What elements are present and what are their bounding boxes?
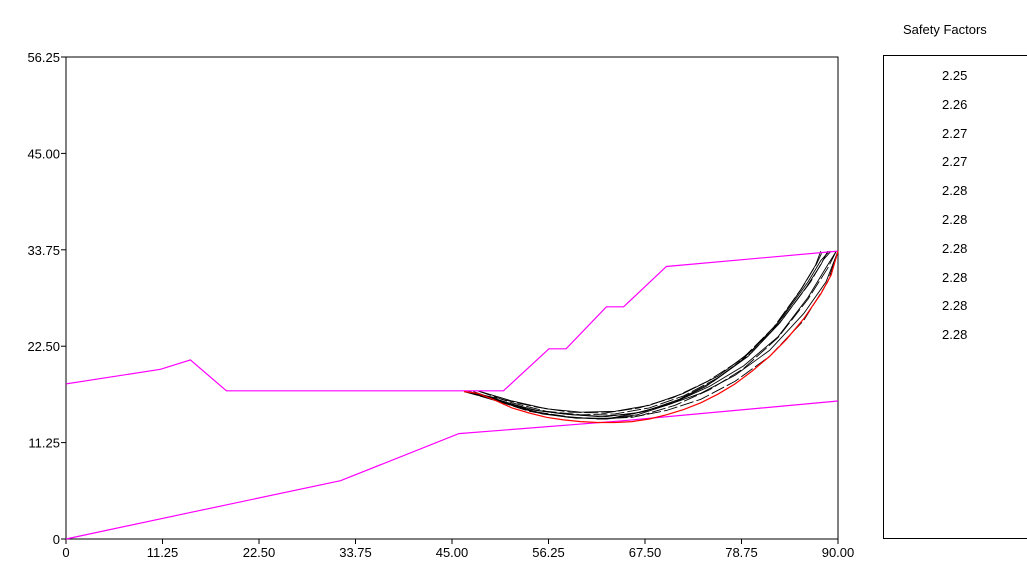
x-tick-label: 78.75: [725, 545, 758, 560]
x-axis: 0 11.25 22.50 33.75 45.00 56.25 67.50 78.75 90.0…: [62, 539, 854, 560]
trial-slip-surface-line: [467, 250, 824, 414]
safety-factors-panel: [883, 55, 1027, 539]
safety-factor-value: 2.28: [942, 183, 968, 199]
safety-factors-list: 2.25 2.26 2.27 2.27 2.28 2.28 2.28 2.28 2.28 2.28: [942, 67, 967, 355]
trial-slip-surface-line: [469, 250, 837, 420]
trial-slip-surface-line: [463, 250, 839, 420]
y-tick-label: 33.75: [27, 243, 60, 258]
x-tick-label: 33.75: [339, 545, 372, 560]
trial-slip-surface-line: [473, 250, 829, 419]
safety-factor-value: 2.27: [942, 125, 968, 141]
plot-frame: [65, 56, 839, 540]
y-axis: 0 11.25 22.50 33.75 45.00 56.25: [27, 50, 66, 547]
safety-factor-value: 2.28: [942, 298, 968, 314]
safety-factor-value: 2.26: [942, 96, 968, 112]
y-tick-label: 56.25: [27, 50, 60, 65]
x-tick-label: 45.00: [436, 545, 469, 560]
trial-slip-surface-line: [465, 250, 822, 420]
x-tick-label: 11.25: [147, 545, 179, 560]
x-tick-label: 56.25: [532, 545, 565, 560]
safety-factors-title: Safety Factors: [903, 22, 987, 37]
y-tick-label: 11.25: [28, 436, 60, 451]
y-tick-label: 0: [53, 532, 60, 547]
safety-factor-value: 2.27: [942, 154, 968, 170]
x-tick-label: 22.50: [243, 545, 276, 560]
safety-factor-value: 2.25: [942, 68, 968, 83]
trial-slip-surface-line: [477, 250, 830, 413]
plot-lines: [65, 250, 839, 540]
safety-factor-value: 2.28: [942, 211, 968, 227]
ground-surface-line: [65, 250, 839, 392]
trial-slip-surface-line: [477, 250, 832, 416]
critical-slip-surface-line: [463, 250, 839, 424]
safety-factor-value: 2.28: [942, 269, 968, 285]
x-tick-label: 0: [62, 545, 69, 560]
x-tick-label: 67.50: [629, 545, 662, 560]
x-tick-label: 90.00: [822, 545, 855, 560]
y-tick-label: 22.50: [27, 339, 60, 354]
stratum-boundary-line: [65, 400, 839, 540]
safety-factor-value: 2.28: [942, 240, 968, 256]
safety-factor-value: 2.28: [942, 327, 968, 343]
trial-slip-surface-line: [463, 250, 839, 417]
y-tick-label: 45.00: [27, 146, 60, 161]
